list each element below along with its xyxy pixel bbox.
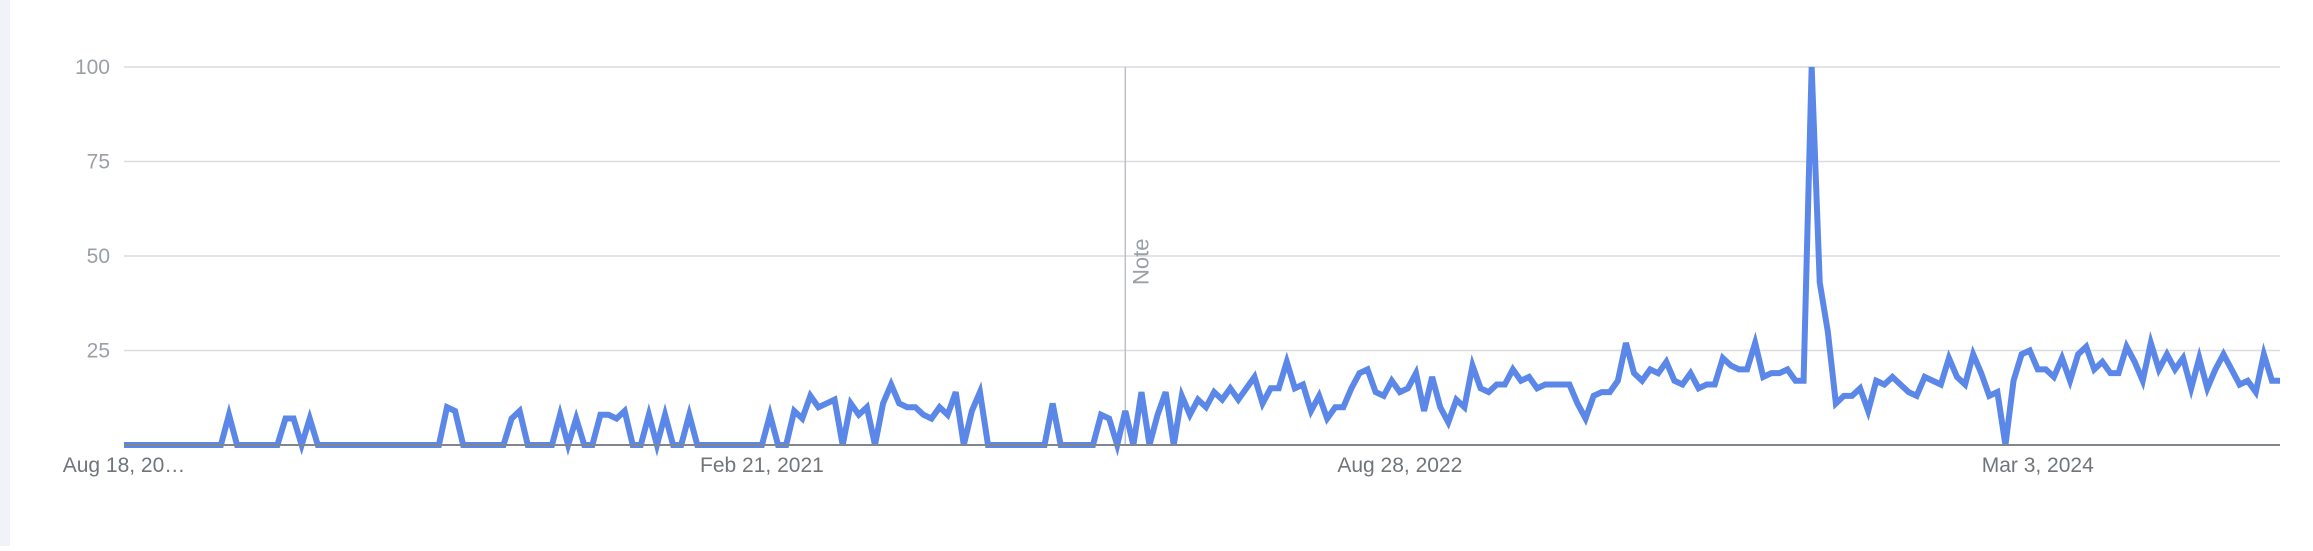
xtick-label-1: Feb 21, 2021 (700, 454, 824, 477)
xtick-label-0: Aug 18, 20… (63, 454, 186, 477)
left-edge-strip (0, 0, 10, 546)
xtick-label-3: Mar 3, 2024 (1982, 454, 2094, 477)
xtick-label-2: Aug 28, 2022 (1337, 454, 1462, 477)
ytick-label-100: 100 (75, 56, 110, 79)
annotation-note-label[interactable]: Note (1128, 239, 1153, 285)
ytick-label-50: 50 (87, 245, 110, 268)
ytick-label-75: 75 (87, 151, 110, 174)
ytick-label-25: 25 (87, 340, 110, 363)
